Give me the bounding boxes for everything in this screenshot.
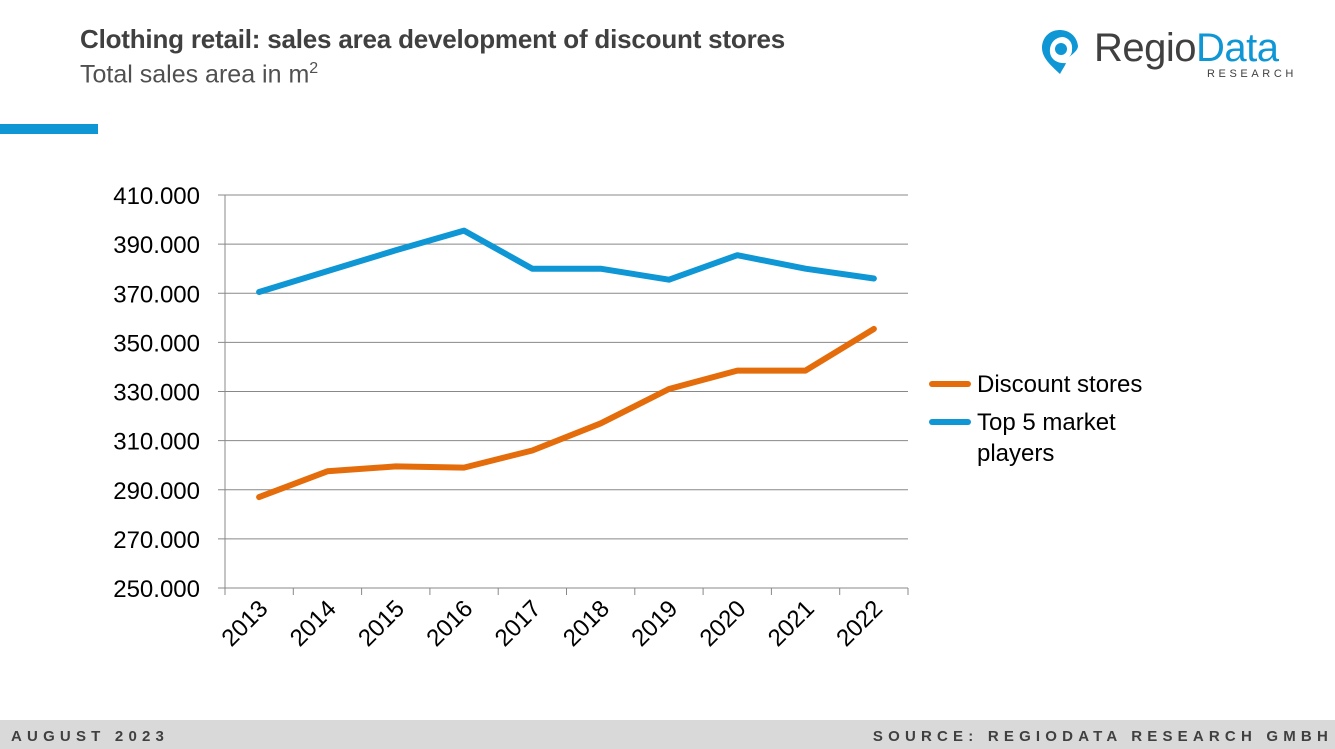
x-tick-label: 2021 bbox=[763, 595, 820, 652]
logo-name-part2: Data bbox=[1196, 26, 1279, 70]
series-line-top5-market-players bbox=[256, 227, 877, 295]
legend-label: Discount stores bbox=[977, 371, 1142, 398]
x-tick-label: 2015 bbox=[353, 595, 410, 652]
y-tick-label: 370.000 bbox=[113, 281, 200, 308]
legend-label: Top 5 market players bbox=[977, 409, 1116, 467]
footer-bar: AUGUST 2023 SOURCE: REGIODATA RESEARCH G… bbox=[0, 720, 1335, 749]
y-tick-label: 350.000 bbox=[113, 330, 200, 357]
y-tick-label: 310.000 bbox=[113, 429, 200, 456]
x-tick-label: 2019 bbox=[626, 595, 683, 652]
x-tick-label: 2013 bbox=[217, 595, 274, 652]
y-tick-label: 410.000 bbox=[113, 183, 200, 210]
y-tick-label: 250.000 bbox=[113, 576, 200, 603]
subtitle-superscript: 2 bbox=[309, 60, 319, 77]
y-tick-label: 290.000 bbox=[113, 478, 200, 505]
logo-subtitle: RESEARCH bbox=[1207, 68, 1297, 80]
logo-text: RegioData bbox=[1094, 26, 1279, 71]
footer-date: AUGUST 2023 bbox=[11, 728, 170, 745]
x-tick-label: 2022 bbox=[831, 595, 888, 652]
series-line-discount-stores bbox=[256, 325, 877, 501]
x-tick-label: 2020 bbox=[695, 595, 752, 652]
y-tick-label: 330.000 bbox=[113, 380, 200, 407]
logo-name-part1: Regio bbox=[1094, 26, 1197, 70]
footer-source: SOURCE: REGIODATA RESEARCH GMBH bbox=[872, 728, 1333, 745]
accent-bar bbox=[0, 124, 98, 134]
subtitle-text: Total sales area in m bbox=[80, 60, 310, 89]
x-tick-label: 2014 bbox=[285, 595, 342, 652]
x-tick-label: 2018 bbox=[558, 595, 615, 652]
y-tick-label: 270.000 bbox=[113, 527, 200, 554]
regiodata-logo: RegioData RESEARCH bbox=[1040, 26, 1310, 83]
chart-title: Clothing retail: sales area development … bbox=[80, 24, 786, 54]
line-chart: 410.000 390.000 370.000 350.000 330.000 310.0… bbox=[113, 183, 1142, 652]
y-tick-label: 390.000 bbox=[113, 232, 200, 259]
x-tick-label: 2017 bbox=[490, 595, 547, 652]
map-pin-icon bbox=[1042, 30, 1078, 74]
x-tick-label: 2016 bbox=[421, 595, 478, 652]
chart-subtitle: Total sales area in m2 bbox=[80, 60, 318, 89]
